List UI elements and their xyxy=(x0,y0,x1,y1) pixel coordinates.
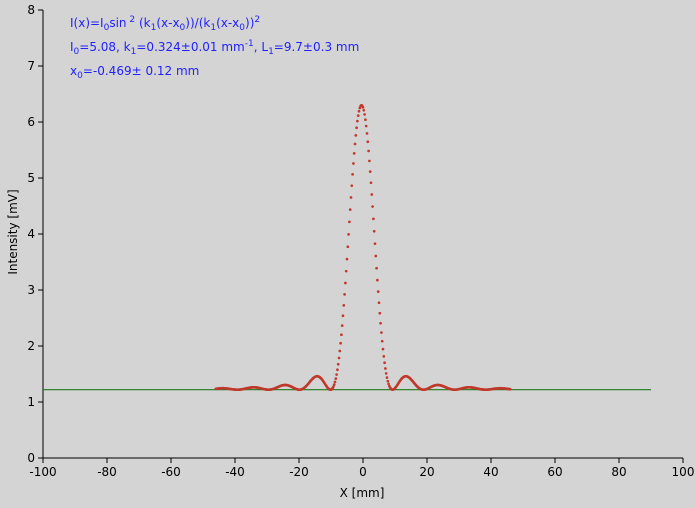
measured-point xyxy=(364,118,367,122)
measured-point xyxy=(336,368,339,372)
measured-point xyxy=(364,124,368,128)
x-axis-label: X [mm] xyxy=(340,486,385,500)
measured-point xyxy=(372,217,375,221)
fit-parameters-annotation: I0=5.08, k1=0.324±0.01 mm-1, L1=9.7±0.3 … xyxy=(70,39,359,57)
y-tick-label: 1 xyxy=(27,395,35,409)
measured-point xyxy=(343,293,346,296)
measured-point xyxy=(338,349,342,353)
measured-point xyxy=(337,356,341,360)
measured-point xyxy=(368,159,371,163)
measured-point xyxy=(362,108,366,112)
x-tick-label: 0 xyxy=(359,465,367,479)
measured-point xyxy=(365,132,369,135)
measured-point xyxy=(345,257,349,261)
measured-point xyxy=(383,361,386,365)
x-tick-label: -40 xyxy=(225,465,245,479)
measured-point xyxy=(361,106,365,109)
measured-point xyxy=(334,377,338,380)
measured-point xyxy=(357,109,361,113)
x-tick-label: 40 xyxy=(483,465,498,479)
measured-point xyxy=(356,119,359,123)
measured-point xyxy=(341,314,345,318)
measured-point xyxy=(369,181,373,185)
measured-point xyxy=(347,232,350,236)
measured-point xyxy=(372,229,376,233)
x-tick-label: -20 xyxy=(289,465,309,479)
y-tick-label: 5 xyxy=(27,171,35,185)
measured-point xyxy=(348,208,352,211)
measured-point xyxy=(356,114,360,117)
measured-point xyxy=(344,281,347,285)
measured-point xyxy=(381,347,385,351)
y-tick-label: 2 xyxy=(27,339,35,353)
measured-point xyxy=(355,126,358,130)
measured-point xyxy=(350,184,354,188)
x-tick-label: -100 xyxy=(29,465,56,479)
measured-point xyxy=(333,380,337,384)
x-tick-label: 80 xyxy=(611,465,626,479)
measured-point xyxy=(353,142,357,146)
measured-point xyxy=(385,376,389,379)
measured-point xyxy=(351,172,354,176)
y-tick-label: 7 xyxy=(27,59,35,73)
measured-point xyxy=(340,333,343,337)
fit-formula-annotation: I(x)=I0sin 2 (k1(x-x0))/(k1(x-x0))2 xyxy=(70,15,260,33)
measured-point xyxy=(363,113,366,116)
measured-point xyxy=(340,324,344,327)
measured-point xyxy=(332,383,336,386)
measured-point xyxy=(339,341,342,345)
x-tick-label: 60 xyxy=(547,465,562,479)
measured-point xyxy=(367,149,370,153)
y-ticks: 0 1 2 3 4 5 6 7 8 xyxy=(27,3,43,465)
measured-point xyxy=(387,382,390,386)
y-axis-label: Intensity [mV] xyxy=(6,189,20,274)
measured-point xyxy=(384,367,387,370)
measured-point xyxy=(376,278,379,282)
y-tick-label: 8 xyxy=(27,3,35,17)
measured-point xyxy=(332,385,335,389)
y-tick-label: 4 xyxy=(27,227,35,241)
measured-point xyxy=(386,379,390,383)
measured-point xyxy=(349,196,353,199)
x-tick-label: 100 xyxy=(672,465,695,479)
y-tick-label: 6 xyxy=(27,115,35,129)
measured-point xyxy=(366,140,370,144)
x-ticks: -100 -80 -60 -40 -20 0 20 40 60 80 100 xyxy=(29,458,694,479)
measured-point xyxy=(342,304,346,307)
measured-point xyxy=(336,362,340,366)
measured-point xyxy=(382,354,386,358)
measured-point xyxy=(380,331,383,334)
measured-point xyxy=(376,290,380,293)
measured-point xyxy=(508,387,512,391)
measured-point xyxy=(344,269,348,273)
fit-offset-annotation: x0=-0.469± 0.12 mm xyxy=(70,64,199,81)
measured-point xyxy=(348,220,351,224)
measured-point xyxy=(346,245,350,249)
measured-point xyxy=(377,301,381,305)
measured-point xyxy=(375,266,378,270)
measured-point xyxy=(352,152,356,155)
measured-point xyxy=(370,193,374,196)
x-tick-label: -80 xyxy=(97,465,117,479)
measured-point xyxy=(368,170,372,173)
measured-point xyxy=(373,242,377,246)
measured-point xyxy=(378,311,382,315)
y-tick-label: 3 xyxy=(27,283,35,297)
y-tick-label: 0 xyxy=(27,451,35,465)
measured-point xyxy=(371,205,374,208)
measured-point xyxy=(354,134,358,137)
measured-series xyxy=(214,103,512,392)
measured-point xyxy=(384,372,388,375)
measured-point xyxy=(335,373,338,376)
measured-point xyxy=(352,162,355,165)
measured-point xyxy=(379,321,382,325)
measured-point xyxy=(380,339,384,343)
x-tick-label: 20 xyxy=(419,465,434,479)
x-tick-label: -60 xyxy=(161,465,181,479)
measured-point xyxy=(374,254,378,258)
